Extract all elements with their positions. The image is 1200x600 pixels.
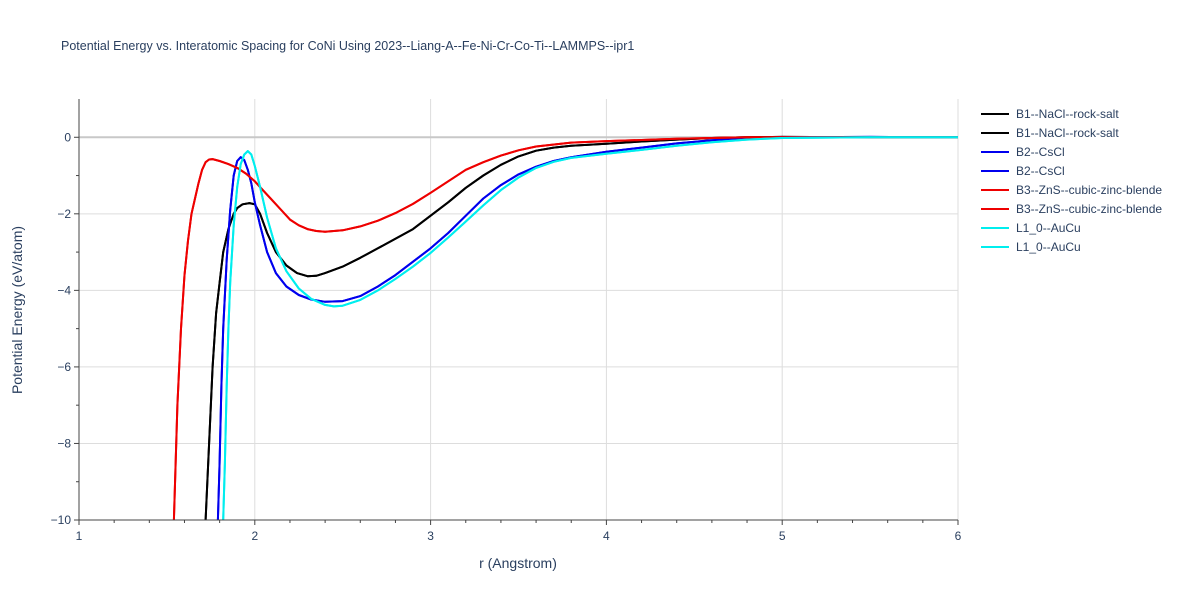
legend-item[interactable]: B3--ZnS--cubic-zinc-blende <box>981 202 1162 216</box>
legend-item[interactable]: B1--NaCl--rock-salt <box>981 107 1119 121</box>
series-line-3 <box>216 135 958 520</box>
legend-label: B2--CsCl <box>1016 145 1065 159</box>
y-tick-label: −8 <box>57 436 71 450</box>
x-tick-label: 4 <box>603 529 610 543</box>
legend-label: B3--ZnS--cubic-zinc-blende <box>1016 183 1162 197</box>
x-axis-ticks: 1 2 3 4 5 6 <box>76 520 962 543</box>
x-axis-title: r (Angstrom) <box>479 555 557 571</box>
x-tick-label: 6 <box>955 529 962 543</box>
legend-label: B3--ZnS--cubic-zinc-blende <box>1016 202 1162 216</box>
x-tick-label: 3 <box>427 529 434 543</box>
legend-label: L1_0--AuCu <box>1016 240 1081 254</box>
y-axis-ticks: −10 −8 −6 −4 −2 0 <box>51 130 79 527</box>
y-tick-label: −6 <box>57 360 71 374</box>
y-tick-label: −4 <box>57 283 71 297</box>
legend-label: B1--NaCl--rock-salt <box>1016 107 1119 121</box>
series-layer <box>172 135 958 520</box>
y-tick-label: −10 <box>51 513 72 527</box>
y-tick-label: −2 <box>57 207 71 221</box>
legend-item[interactable]: L1_0--AuCu <box>981 221 1081 235</box>
chart-title: Potential Energy vs. Interatomic Spacing… <box>61 39 634 53</box>
axes <box>78 99 958 521</box>
legend-label: B1--NaCl--rock-salt <box>1016 126 1119 140</box>
legend-label: L1_0--AuCu <box>1016 221 1081 235</box>
legend-item[interactable]: L1_0--AuCu <box>981 240 1081 254</box>
series-line-1 <box>204 135 958 520</box>
y-tick-label: 0 <box>64 130 71 144</box>
legend-label: B2--CsCl <box>1016 164 1065 178</box>
x-tick-label: 5 <box>779 529 786 543</box>
x-tick-label: 1 <box>76 529 83 543</box>
legend-item[interactable]: B2--CsCl <box>981 145 1065 159</box>
series-line-7 <box>222 136 958 520</box>
y-axis-title: Potential Energy (eV/atom) <box>9 226 25 394</box>
x-tick-label: 2 <box>251 529 258 543</box>
legend-item[interactable]: B3--ZnS--cubic-zinc-blende <box>981 183 1162 197</box>
legend-item[interactable]: B1--NaCl--rock-salt <box>981 126 1119 140</box>
series-line-5 <box>172 136 958 520</box>
legend-item[interactable]: B2--CsCl <box>981 164 1065 178</box>
legend[interactable]: B1--NaCl--rock-salt B1--NaCl--rock-salt B2… <box>981 107 1162 254</box>
